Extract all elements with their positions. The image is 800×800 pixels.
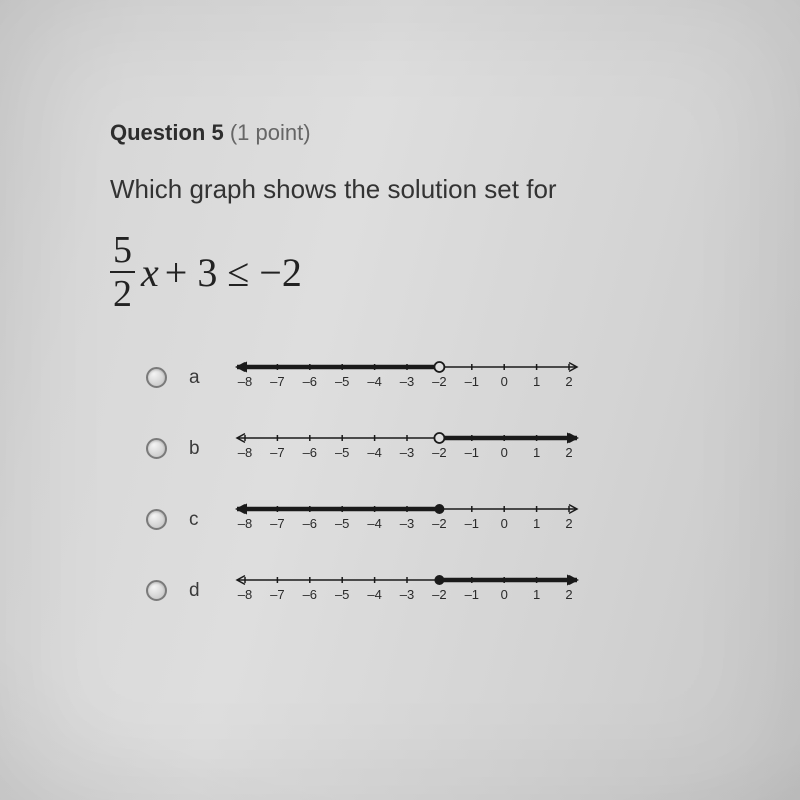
inequality-expression: 5 2 x + 3 ≤ −2 bbox=[110, 231, 770, 313]
fraction: 5 2 bbox=[110, 231, 135, 313]
svg-text:–2: –2 bbox=[432, 374, 446, 389]
svg-text:1: 1 bbox=[533, 516, 540, 531]
fraction-numerator: 5 bbox=[110, 231, 135, 269]
radio-button[interactable] bbox=[146, 367, 167, 388]
svg-text:–1: –1 bbox=[465, 516, 479, 531]
svg-text:–7: –7 bbox=[270, 445, 284, 460]
svg-text:–4: –4 bbox=[367, 445, 381, 460]
svg-text:–8: –8 bbox=[238, 516, 252, 531]
svg-text:–2: –2 bbox=[432, 445, 446, 460]
number-line: –8 –7 –6 –5 –4 –3 –2 –1 0 1 2 bbox=[227, 495, 587, 539]
svg-text:–5: –5 bbox=[335, 374, 349, 389]
svg-text:–7: –7 bbox=[270, 587, 284, 602]
svg-text:–3: –3 bbox=[400, 587, 414, 602]
svg-text:–1: –1 bbox=[465, 587, 479, 602]
svg-text:–6: –6 bbox=[303, 445, 317, 460]
number-line: –8 –7 –6 –5 –4 –3 –2 –1 0 1 2 bbox=[227, 424, 587, 468]
svg-text:–3: –3 bbox=[400, 516, 414, 531]
question-header: Question 5 (1 point) bbox=[110, 120, 770, 146]
variable-x: x bbox=[141, 249, 159, 296]
question-prompt: Which graph shows the solution set for bbox=[110, 174, 770, 205]
svg-text:–8: –8 bbox=[238, 445, 252, 460]
svg-text:0: 0 bbox=[501, 516, 508, 531]
radio-button[interactable] bbox=[146, 509, 167, 530]
option-label: c bbox=[189, 509, 205, 531]
svg-text:1: 1 bbox=[533, 374, 540, 389]
svg-text:–8: –8 bbox=[238, 374, 252, 389]
option-row-a[interactable]: a –8 –7 –6 –5 –4 –3 –2 –1 0 1 2 bbox=[146, 353, 770, 402]
equation-rest: + 3 ≤ −2 bbox=[165, 249, 302, 296]
svg-text:–6: –6 bbox=[303, 587, 317, 602]
number-line-wrap: –8 –7 –6 –5 –4 –3 –2 –1 0 1 2 bbox=[227, 495, 587, 544]
number-line-wrap: –8 –7 –6 –5 –4 –3 –2 –1 0 1 2 bbox=[227, 566, 587, 615]
number-line: –8 –7 –6 –5 –4 –3 –2 –1 0 1 2 bbox=[227, 353, 587, 397]
svg-text:–4: –4 bbox=[367, 516, 381, 531]
svg-text:1: 1 bbox=[533, 587, 540, 602]
question-number: Question 5 bbox=[110, 120, 224, 145]
svg-text:–2: –2 bbox=[432, 516, 446, 531]
answer-options: a –8 –7 –6 –5 –4 –3 –2 –1 0 1 2 b –8 –7 –6 –5 –4 –3 –2 –1 0 1 2… bbox=[146, 353, 770, 615]
number-line: –8 –7 –6 –5 –4 –3 –2 –1 0 1 2 bbox=[227, 566, 587, 610]
radio-button[interactable] bbox=[146, 580, 167, 601]
option-label: a bbox=[189, 367, 205, 389]
svg-text:0: 0 bbox=[501, 587, 508, 602]
svg-text:–5: –5 bbox=[335, 516, 349, 531]
question-points: (1 point) bbox=[230, 120, 311, 145]
svg-text:2: 2 bbox=[565, 587, 572, 602]
svg-text:–1: –1 bbox=[465, 445, 479, 460]
svg-text:–4: –4 bbox=[367, 374, 381, 389]
svg-text:–7: –7 bbox=[270, 374, 284, 389]
svg-text:0: 0 bbox=[501, 445, 508, 460]
fraction-denominator: 2 bbox=[110, 275, 135, 313]
option-row-b[interactable]: b –8 –7 –6 –5 –4 –3 –2 –1 0 1 2 bbox=[146, 424, 770, 473]
option-label: d bbox=[189, 580, 205, 602]
radio-button[interactable] bbox=[146, 438, 167, 459]
option-row-c[interactable]: c –8 –7 –6 –5 –4 –3 –2 –1 0 1 2 bbox=[146, 495, 770, 544]
svg-text:–8: –8 bbox=[238, 587, 252, 602]
svg-text:0: 0 bbox=[501, 374, 508, 389]
svg-text:2: 2 bbox=[565, 445, 572, 460]
option-label: b bbox=[189, 438, 205, 460]
svg-text:1: 1 bbox=[533, 445, 540, 460]
number-line-wrap: –8 –7 –6 –5 –4 –3 –2 –1 0 1 2 bbox=[227, 424, 587, 473]
svg-text:–2: –2 bbox=[432, 587, 446, 602]
option-row-d[interactable]: d –8 –7 –6 –5 –4 –3 –2 –1 0 1 2 bbox=[146, 566, 770, 615]
svg-text:–3: –3 bbox=[400, 374, 414, 389]
svg-text:–4: –4 bbox=[367, 587, 381, 602]
svg-text:–7: –7 bbox=[270, 516, 284, 531]
svg-text:–3: –3 bbox=[400, 445, 414, 460]
svg-text:–5: –5 bbox=[335, 445, 349, 460]
number-line-wrap: –8 –7 –6 –5 –4 –3 –2 –1 0 1 2 bbox=[227, 353, 587, 402]
svg-text:–6: –6 bbox=[303, 516, 317, 531]
svg-text:–5: –5 bbox=[335, 587, 349, 602]
svg-text:–6: –6 bbox=[303, 374, 317, 389]
svg-text:2: 2 bbox=[565, 374, 572, 389]
svg-text:2: 2 bbox=[565, 516, 572, 531]
svg-text:–1: –1 bbox=[465, 374, 479, 389]
